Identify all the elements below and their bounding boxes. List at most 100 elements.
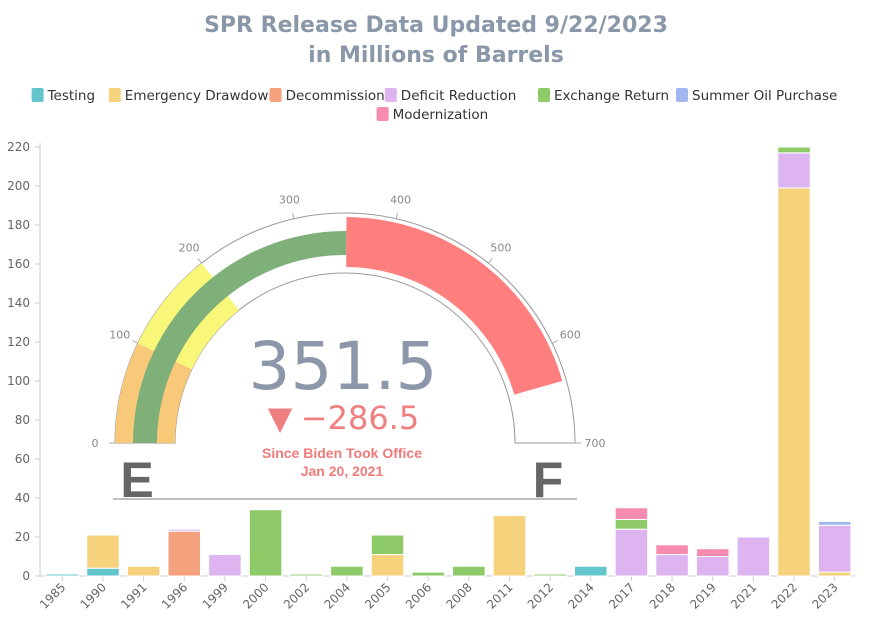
bar-segment-2017-deficit-reduction[interactable] (614, 528, 649, 577)
y-tick-label: 140 (7, 296, 30, 310)
bar-segment-2005-emergency-drawdown[interactable] (370, 554, 405, 577)
x-tick-label: 1996 (159, 580, 190, 611)
chart-title-line2: in Millions of Barrels (308, 43, 564, 68)
bar-segment-2002-exchange-return[interactable] (289, 573, 323, 577)
bar-segment-2004-exchange-return[interactable] (330, 565, 364, 577)
legend-item-modernization[interactable]: Modernization (376, 107, 489, 123)
bar-segment-2022-deficit-reduction[interactable] (777, 152, 811, 189)
bar-segment-1990-emergency-drawdown[interactable] (86, 534, 120, 569)
bar-segment-2019-modernization[interactable] (695, 548, 730, 558)
x-tick-label: 2012 (525, 580, 556, 611)
gauge-full-label: F (533, 452, 564, 508)
bar-segment-2017-exchange-return[interactable] (614, 518, 649, 530)
legend-item-decommission[interactable]: Decommission (269, 88, 385, 104)
gauge-delta-value: −286.5 (301, 399, 419, 437)
x-tick-label: 2022 (769, 580, 800, 611)
gauge-delta-arrow: ▼ (268, 399, 293, 437)
gauge-tick-label: 200 (179, 242, 200, 255)
x-tick-label: 2017 (606, 580, 637, 611)
legend-item-emergency-drawdown[interactable]: Emergency Drawdown (108, 88, 277, 104)
legend-item-summer-oil-purchase[interactable]: Summer Oil Purchase (676, 88, 837, 104)
gauge-tick-mark (395, 212, 399, 219)
gauge-tick-label: 500 (490, 242, 511, 255)
x-tick-label: 2011 (484, 580, 515, 611)
gauge-tick-label: 0 (92, 437, 99, 450)
x-tick-label: 1999 (200, 580, 231, 611)
legend-label: Deficit Reduction (401, 88, 516, 104)
gauge-tick-label: 100 (109, 329, 130, 342)
gauge-value: 351.5 (249, 328, 438, 405)
x-tick-label: 2021 (728, 580, 759, 611)
gauge-value-arc (133, 230, 347, 443)
bar-segment-2008-exchange-return[interactable] (452, 565, 486, 577)
bar-segment-2017-modernization[interactable] (614, 507, 649, 520)
y-axis: 0 20 40 60 80 100 120 140 160 180 200 220 (7, 140, 41, 583)
x-tick-label: 2000 (240, 580, 271, 611)
y-tick-label: 120 (7, 335, 30, 349)
bar-segment-2018-modernization[interactable] (655, 544, 689, 556)
bar-segment-1991-emergency-drawdown[interactable] (126, 565, 161, 577)
bar-segment-2018-deficit-reduction[interactable] (655, 554, 689, 577)
legend-label: Testing (47, 88, 95, 104)
gauge-tick-mark (291, 212, 295, 219)
x-axis: 1985 1990 1991 1996 1999 2000 2002 2004 2005 2006… (37, 575, 855, 612)
legend-swatch (269, 88, 282, 102)
bar-segment-2023-deficit-reduction[interactable] (817, 524, 852, 573)
bar-segment-2022-exchange-return[interactable] (777, 146, 811, 154)
gauge-tick-mark (488, 258, 493, 264)
x-tick-label: 1990 (78, 580, 109, 611)
bar-segment-2014-testing[interactable] (574, 565, 608, 577)
y-tick-label: 100 (7, 374, 30, 388)
gauge-drop-arc (346, 217, 563, 395)
legend-swatch (384, 88, 397, 102)
gauge-tick-label: 400 (390, 193, 411, 206)
legend-item-testing[interactable]: Testing (31, 88, 95, 104)
x-tick-label: 2004 (321, 580, 352, 611)
bar-segment-2005-exchange-return[interactable] (370, 534, 405, 556)
bar-segment-2023-summer-oil-purchase[interactable] (817, 520, 852, 526)
gauge-bands (114, 212, 576, 444)
bar-segment-2019-deficit-reduction[interactable] (695, 556, 730, 577)
y-tick-label: 40 (15, 491, 30, 505)
y-tick-label: 60 (15, 452, 30, 466)
bar-segment-1985-testing[interactable] (45, 573, 80, 577)
bar-segment-2000-exchange-return[interactable] (248, 509, 283, 577)
x-tick-label: 2019 (687, 580, 718, 611)
gauge-tick-label: 700 (585, 437, 606, 450)
legend-item-exchange-return[interactable]: Exchange Return (538, 88, 669, 104)
x-tick-label: 2008 (443, 580, 474, 611)
y-tick-label: 220 (7, 140, 30, 154)
gauge-ticks: 0 100 200 300 400 500 600 700 (92, 193, 606, 450)
x-tick-label: 1985 (37, 580, 68, 611)
legend-swatch (31, 88, 44, 102)
gauge-empty-label: E (120, 452, 153, 508)
bar-segment-2006-exchange-return[interactable] (411, 571, 445, 577)
y-tick-label: 180 (7, 218, 30, 232)
gauge-tick-label: 300 (279, 193, 300, 206)
legend-swatch (108, 88, 121, 102)
y-tick-label: 200 (7, 179, 30, 193)
bar-segment-1999-deficit-reduction[interactable] (208, 554, 242, 577)
x-tick-label: 2006 (403, 580, 434, 611)
bar-segment-2021-deficit-reduction[interactable] (736, 536, 771, 577)
legend-swatch (538, 88, 550, 102)
gauge-caption-line2: Jan 20, 2021 (301, 463, 384, 479)
y-tick-label: 20 (15, 530, 30, 544)
bar-segment-2022-emergency-drawdown[interactable] (777, 187, 811, 577)
x-tick-label: 2014 (565, 580, 596, 611)
x-tick-label: 1991 (118, 580, 149, 611)
bars-group (45, 146, 852, 577)
bar-segment-1996-decommission[interactable] (167, 530, 202, 577)
bar-segment-2023-emergency-drawdown[interactable] (817, 571, 852, 577)
bar-segment-1996-deficit-reduction[interactable] (167, 528, 202, 532)
gauge-tick-mark (552, 340, 558, 344)
bar-segment-2012-exchange-return[interactable] (533, 573, 567, 577)
legend-label: Summer Oil Purchase (692, 88, 837, 104)
y-tick-label: 0 (22, 569, 30, 583)
bar-segment-1990-testing[interactable] (86, 567, 120, 577)
gauge-overlay: 0 100 200 300 400 500 600 700 351.5 ▼ −286.5 Si… (92, 193, 606, 508)
chart-title-line1: SPR Release Data Updated 9/22/2023 (204, 13, 668, 38)
bar-segment-2011-emergency-drawdown[interactable] (492, 515, 527, 577)
legend-item-deficit-reduction[interactable]: Deficit Reduction (384, 88, 516, 104)
